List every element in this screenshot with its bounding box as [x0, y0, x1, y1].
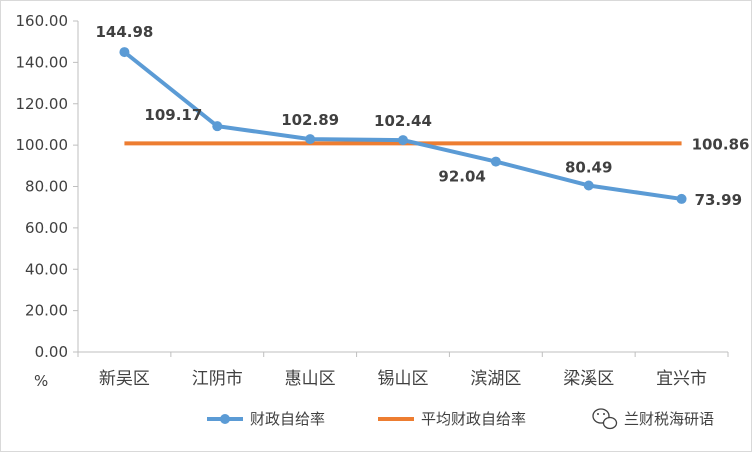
data-point: [583, 180, 594, 191]
y-unit-label: %: [34, 372, 48, 390]
data-point: [119, 47, 130, 58]
y-tick-label: 20.00: [25, 302, 68, 320]
x-tick-label: 梁溪区: [563, 369, 614, 389]
y-tick-label: 140.00: [16, 53, 69, 71]
y-tick-label: 60.00: [25, 219, 68, 237]
data-label: 109.17: [144, 106, 202, 124]
data-label: 80.49: [565, 158, 612, 176]
data-point: [676, 193, 687, 204]
legend: 财政自给率 平均财政自给率: [207, 410, 526, 428]
y-tick-label: 120.00: [16, 95, 69, 113]
data-label: 73.99: [695, 191, 742, 209]
data-point: [398, 135, 408, 146]
data-point: [490, 156, 501, 167]
y-tick-label: 0.00: [35, 343, 68, 361]
watermark: 兰财税海研语: [592, 408, 714, 430]
legend-label-average: 平均财政自给率: [421, 410, 526, 428]
y-tick-label: 100.00: [16, 136, 69, 154]
x-axis-ticks: [77, 352, 729, 357]
x-tick-label: 滨湖区: [470, 369, 521, 389]
data-label: 144.98: [95, 23, 153, 41]
data-label: 102.89: [281, 111, 339, 129]
y-tick-label: 160.00: [16, 12, 69, 30]
data-point: [212, 121, 223, 132]
x-tick-label: 锡山区: [378, 369, 429, 389]
data-label: 102.44: [374, 112, 432, 130]
wechat-icon: [592, 408, 618, 430]
data-point: [305, 134, 316, 145]
data-label: 92.04: [438, 168, 485, 186]
x-tick-label: 江阴市: [192, 369, 243, 389]
x-tick-label: 新吴区: [99, 369, 150, 389]
x-tick-label: 宜兴市: [656, 369, 707, 389]
legend-label-ratio: 财政自给率: [250, 410, 325, 428]
data-labels: 144.98 109.17 102.89 102.44 92.04 80.49 73.99 1…: [95, 23, 749, 209]
data-label-average: 100.86: [692, 135, 750, 153]
y-tick-labels: 0.00 20.00 40.00 60.00 80.00 100.00 120.00 140.…: [16, 12, 78, 361]
x-tick-label: 惠山区: [285, 369, 336, 389]
series-ratio: [119, 47, 687, 204]
x-category-labels: 新吴区 江阴市 惠山区 锡山区 滨湖区 梁溪区 宜兴市: [99, 369, 707, 389]
watermark-text: 兰财税海研语: [624, 410, 714, 428]
y-tick-label: 80.00: [25, 178, 68, 196]
y-tick-label: 40.00: [25, 260, 68, 278]
legend-marker-ratio: [220, 414, 230, 424]
